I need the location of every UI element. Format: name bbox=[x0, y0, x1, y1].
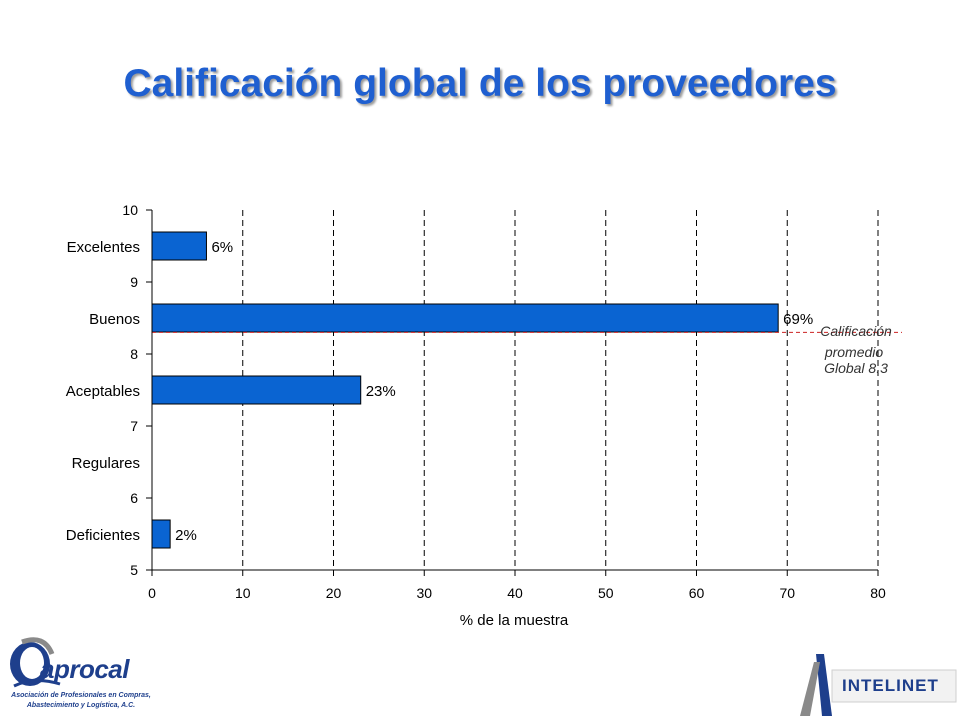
category-label-buenos: Buenos bbox=[89, 311, 140, 328]
aprocal-logo-icon bbox=[10, 637, 61, 688]
category-label-excelentes: Excelentes bbox=[67, 239, 140, 256]
data-label-buenos: 69% bbox=[783, 311, 813, 328]
bar-deficientes bbox=[151, 519, 171, 549]
reference-line-label-0: Calificación bbox=[820, 323, 892, 339]
intelinet-logo-icon bbox=[800, 654, 957, 716]
aprocal-subtitle-1: Asociación de Profesionales en Compras, bbox=[11, 692, 151, 699]
bars bbox=[151, 231, 902, 549]
slide-title: Calificación global de los proveedores bbox=[123, 62, 837, 105]
data-label-aceptables: 23% bbox=[366, 383, 396, 400]
data-label-excelentes: 6% bbox=[211, 239, 233, 256]
y-tick-label-6: 6 bbox=[130, 490, 138, 506]
reference-line-label-1: promedio bbox=[824, 344, 884, 360]
y-tick-label-9: 9 bbox=[130, 274, 138, 290]
x-axis-title: % de la muestra bbox=[460, 612, 569, 629]
y-tick-label-7: 7 bbox=[130, 418, 138, 434]
x-tick-label-40: 40 bbox=[507, 585, 523, 601]
data-label-deficientes: 2% bbox=[175, 527, 197, 544]
labels: 6% Excelentes 69% Buenos 23% Aceptables Regula… bbox=[66, 202, 892, 629]
y-tick-label-5: 5 bbox=[130, 562, 138, 578]
x-tick-label-30: 30 bbox=[416, 585, 432, 601]
x-tick-label-50: 50 bbox=[598, 585, 614, 601]
x-tick-label-10: 10 bbox=[235, 585, 251, 601]
x-tick-label-60: 60 bbox=[689, 585, 705, 601]
intelinet-logo-text: INTELINET bbox=[842, 676, 939, 695]
x-tick-label-70: 70 bbox=[779, 585, 795, 601]
bar-buenos bbox=[151, 303, 779, 333]
x-tick-label-80: 80 bbox=[870, 585, 886, 601]
x-tick-label-20: 20 bbox=[326, 585, 342, 601]
category-label-regulares: Regulares bbox=[72, 455, 140, 472]
reference-line-label-2: Global 8.3 bbox=[824, 360, 888, 376]
y-tick-label-10: 10 bbox=[122, 202, 138, 218]
bar-aceptables bbox=[151, 375, 362, 405]
axes bbox=[146, 209, 879, 576]
bar-excelentes bbox=[151, 231, 207, 261]
aprocal-logo-text: aprocal bbox=[40, 654, 130, 684]
category-label-deficientes: Deficientes bbox=[66, 527, 140, 544]
aprocal-subtitle-2: Abastecimiento y Logística, A.C. bbox=[26, 702, 136, 709]
x-tick-label-0: 0 bbox=[148, 585, 156, 601]
y-tick-label-8: 8 bbox=[130, 346, 138, 362]
category-label-aceptables: Aceptables bbox=[66, 383, 140, 400]
